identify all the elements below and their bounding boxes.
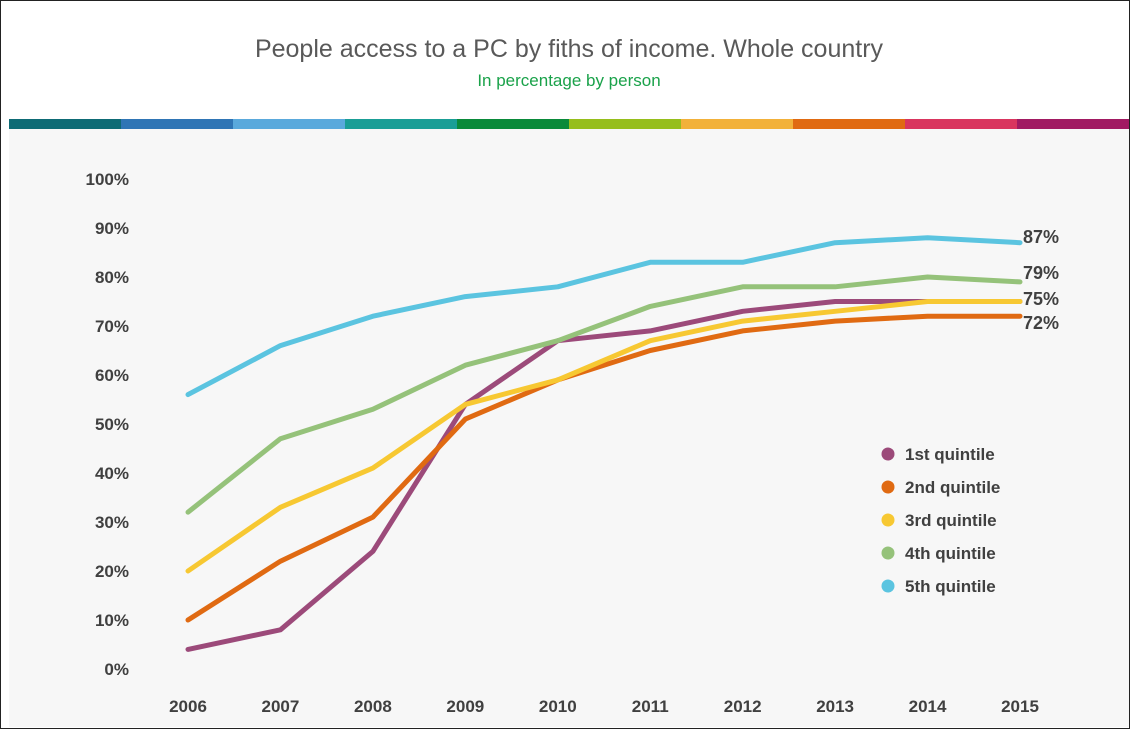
- legend-label: 3rd quintile: [905, 511, 997, 530]
- chart-title: People access to a PC by fiths of income…: [254, 35, 884, 63]
- end-data-label: 72%: [1023, 313, 1059, 333]
- stripe-segment: [9, 119, 121, 129]
- stripe-segment: [793, 119, 905, 129]
- x-tick-label: 2009: [446, 697, 484, 716]
- x-tick-label: 2011: [632, 697, 669, 716]
- x-tick-label: 2008: [354, 697, 392, 716]
- stripe-segment: [681, 119, 793, 129]
- legend-label: 2nd quintile: [905, 478, 1000, 497]
- y-tick-label: 60%: [95, 366, 129, 385]
- y-tick-label: 20%: [95, 562, 129, 581]
- stripe-segment: [457, 119, 569, 129]
- chart-subtitle: In percentage by person: [477, 71, 661, 90]
- legend-marker: [881, 579, 895, 593]
- stripe-segment: [233, 119, 345, 129]
- y-tick-label: 70%: [95, 317, 129, 336]
- stripe-segment: [905, 119, 1017, 129]
- stripe-segment: [1017, 119, 1129, 129]
- y-tick-label: 90%: [95, 219, 129, 238]
- end-data-label: 79%: [1023, 263, 1059, 283]
- series-line: [185, 235, 1023, 398]
- chart-header: People access to a PC by fiths of income…: [9, 9, 1129, 119]
- legend-marker: [881, 513, 895, 527]
- end-data-label: 75%: [1023, 289, 1059, 309]
- x-tick-label: 2013: [816, 697, 854, 716]
- x-tick-label: 2012: [724, 697, 762, 716]
- series-line: [185, 299, 1023, 574]
- y-tick-label: 0%: [104, 660, 129, 679]
- series-line: [185, 274, 1023, 515]
- end-data-label: 87%: [1023, 227, 1059, 247]
- y-tick-label: 40%: [95, 464, 129, 483]
- x-tick-label: 2006: [169, 697, 207, 716]
- legend-marker: [881, 480, 895, 494]
- y-tick-label: 100%: [86, 170, 129, 189]
- color-stripe: [9, 119, 1129, 129]
- series-line: [185, 313, 1023, 623]
- x-tick-label: 2014: [909, 697, 947, 716]
- legend-label: 4th quintile: [905, 544, 996, 563]
- stripe-segment: [345, 119, 457, 129]
- legend-marker: [881, 447, 895, 461]
- x-tick-label: 2007: [262, 697, 300, 716]
- x-tick-label: 2015: [1001, 697, 1039, 716]
- plot-background: [9, 129, 1129, 727]
- legend-marker: [881, 546, 895, 560]
- y-tick-label: 10%: [95, 611, 129, 630]
- series-line: [185, 299, 1023, 652]
- stripe-segment: [121, 119, 233, 129]
- y-tick-label: 30%: [95, 513, 129, 532]
- stripe-segment: [569, 119, 681, 129]
- legend-label: 5th quintile: [905, 577, 996, 596]
- y-tick-label: 80%: [95, 268, 129, 287]
- legend-label: 1st quintile: [905, 445, 995, 464]
- x-tick-label: 2010: [539, 697, 577, 716]
- y-tick-label: 50%: [95, 415, 129, 434]
